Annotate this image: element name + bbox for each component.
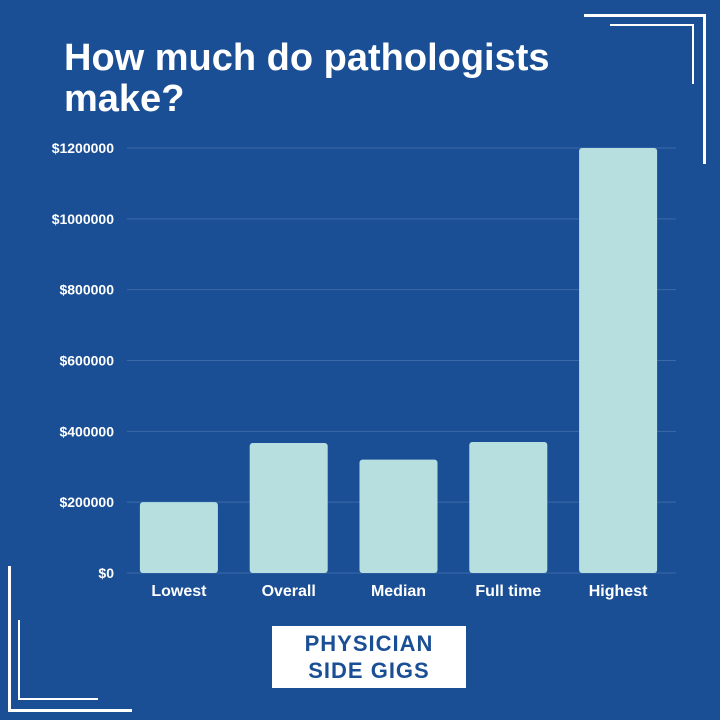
frame-corner-top-right-horizontal [584,14,706,17]
y-tick-label: $0 [98,565,114,581]
bar-full-time [469,441,548,573]
bar-highest [579,148,658,573]
brand-line-1: PHYSICIAN [304,631,434,656]
bar-overall [249,443,328,573]
y-tick-label: $200000 [59,494,114,510]
y-tick-label: $800000 [59,282,114,298]
frame-corner-bottom-left-horizontal [8,709,132,712]
brand-logo-box: PHYSICIAN SIDE GIGS [272,626,466,688]
bars [139,148,658,573]
x-tick-label: Full time [475,583,541,600]
y-tick-label: $1200000 [52,140,115,156]
y-tick-label: $1000000 [52,211,115,227]
chart-title: How much do pathologists make? [64,37,550,120]
x-tick-label: Highest [589,583,648,600]
x-tick-label: Median [371,583,426,600]
x-tick-label: Lowest [151,583,207,600]
y-tick-label: $400000 [59,423,114,439]
y-axis-tick-labels: $0 $200000 $400000 $600000 $800000 $1000000 $1… [52,140,115,581]
frame-corner-inner-top-right-horizontal [610,24,694,26]
bar-lowest [139,502,218,573]
frame-corner-inner-bottom-left-vertical [18,620,20,700]
x-axis-tick-labels: Lowest Overall Median Full time Highest [151,583,648,600]
bar-median [359,459,438,573]
frame-corner-inner-bottom-left-horizontal [18,698,98,700]
frame-corner-top-right-vertical [703,14,706,164]
bar-chart: $0 $200000 $400000 $600000 $800000 $1000000 $1… [52,140,676,600]
frame-corner-inner-top-right-vertical [692,24,694,84]
frame-corner-bottom-left-vertical [8,566,11,712]
x-tick-label: Overall [262,583,316,600]
y-tick-label: $600000 [59,353,114,369]
brand-line-2: SIDE GIGS [308,658,430,683]
